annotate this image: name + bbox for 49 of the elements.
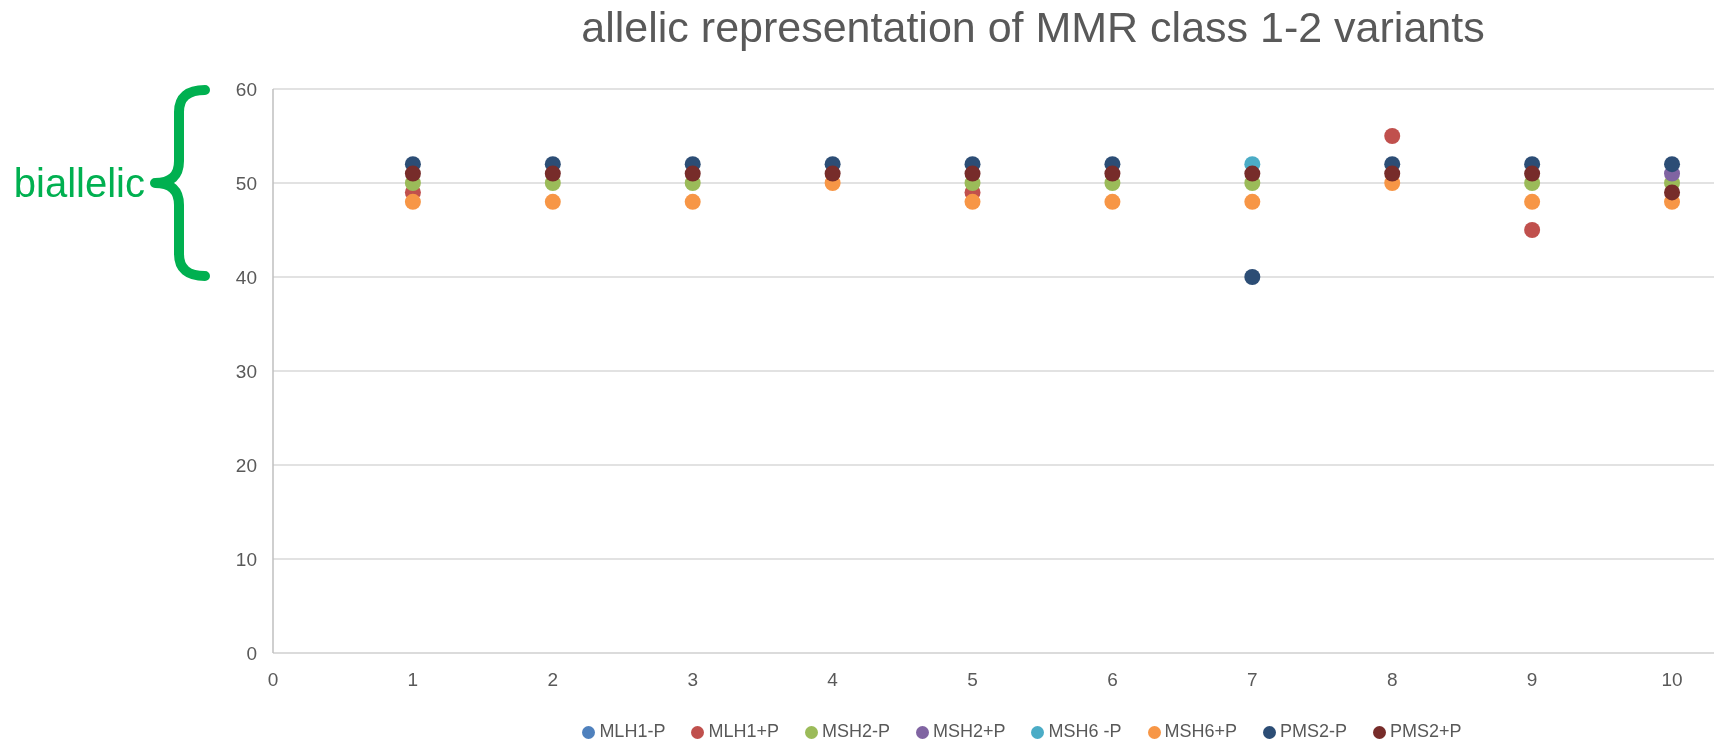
point [1524,222,1541,238]
x-tick-label: 10 [1661,669,1683,691]
x-tick-label: 2 [547,669,559,691]
point [684,193,701,210]
x-tick-label: 5 [967,669,978,691]
x-tick-label: 4 [827,669,839,691]
legend-label: MSH2+P [932,721,1006,741]
x-tick-label: 3 [687,669,698,691]
y-tick-label: 30 [235,360,257,382]
y-tick-label: 60 [235,78,257,100]
legend-label: MLH1-P [599,721,666,741]
legend-label: MSH2-P [821,721,890,741]
point [1664,184,1681,201]
point [964,193,981,210]
point [824,165,841,182]
point [544,165,561,182]
x-tick-label: 1 [407,669,419,691]
point [964,165,981,182]
y-tick-label: 10 [235,548,257,570]
point [1524,165,1541,182]
point [544,193,561,210]
x-tick-label: 8 [1386,669,1398,691]
text: biallelic [13,161,145,205]
legend-label: PMS2-P [1280,721,1348,741]
chart-title: allelic representation of MMR class 1-2 variants [581,3,1485,52]
legend-label: PMS2+P [1390,721,1462,741]
point [684,165,701,182]
legend-label: MSH6+P [1164,721,1238,741]
point [1244,165,1261,182]
point [1664,156,1681,173]
x-tick-label: 0 [267,669,279,691]
x-tick-label: 6 [1107,669,1118,691]
point [404,193,421,210]
point [1524,193,1541,210]
x-tick-label: 9 [1526,669,1538,691]
point [1104,193,1121,210]
point [1384,128,1401,144]
point [1104,165,1121,182]
y-tick-label: 50 [235,172,257,194]
point [1244,193,1261,210]
legend-label: MLH1+P [708,721,779,741]
y-tick-label: 40 [235,266,257,288]
point [1244,269,1261,285]
y-tick-label: 0 [246,642,257,664]
point [404,165,421,182]
legend-label: MSH6 -P [1048,721,1122,741]
x-tick-label: 7 [1247,669,1258,691]
point [1384,165,1401,182]
y-tick-label: 20 [235,454,257,476]
